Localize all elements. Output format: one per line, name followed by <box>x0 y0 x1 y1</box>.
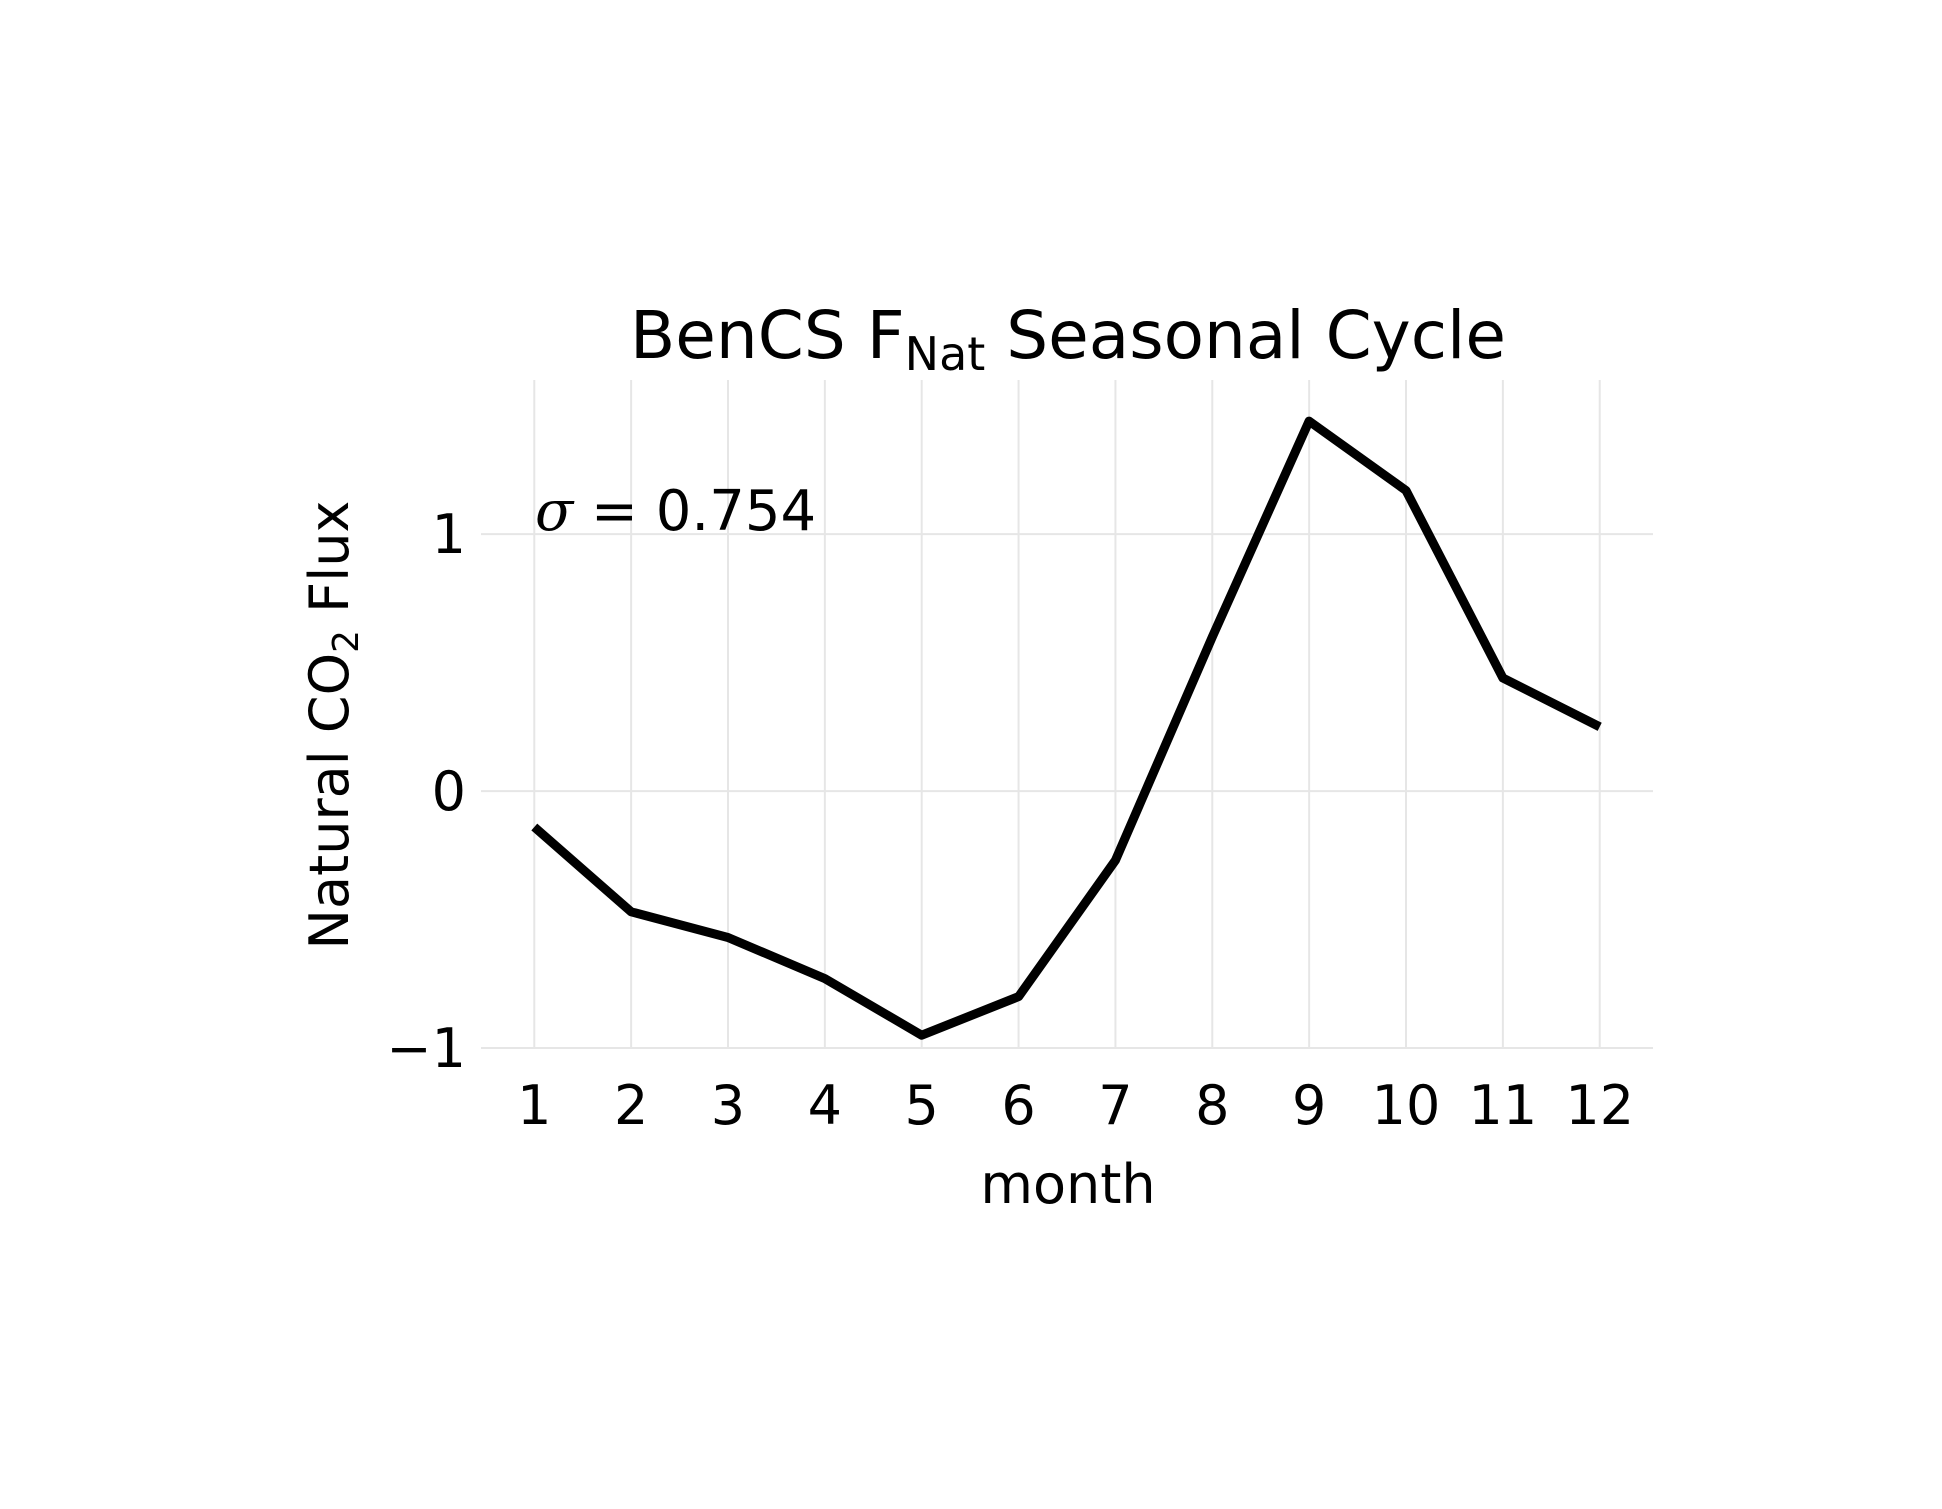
series-line-0 <box>531 416 1602 1040</box>
x-tick-labels: 1 2 3 4 5 6 7 8 9 10 11 12 <box>517 1074 1634 1137</box>
x-tick-label: 10 <box>1372 1074 1441 1137</box>
x-tick-label: 7 <box>1098 1074 1132 1137</box>
x-tick-label: 11 <box>1469 1074 1538 1137</box>
x-tick-label: 4 <box>808 1074 842 1137</box>
x-tick-label: 6 <box>1001 1074 1035 1137</box>
y-tick-label: 0 <box>432 760 466 823</box>
chart-title: BenCS FNat Seasonal Cycle <box>630 297 1506 381</box>
x-tick-label: 9 <box>1292 1074 1326 1137</box>
x-tick-label: 12 <box>1565 1074 1634 1137</box>
x-tick-label: 5 <box>905 1074 939 1137</box>
x-axis-label: month <box>980 1153 1155 1216</box>
x-tick-label: 8 <box>1195 1074 1229 1137</box>
y-tick-labels: −1 0 1 <box>386 503 466 1080</box>
x-tick-label: 1 <box>517 1074 551 1137</box>
x-tick-label: 2 <box>614 1074 648 1137</box>
sigma-annotation: σ = 0.754 <box>535 479 816 544</box>
x-tick-label: 3 <box>711 1074 745 1137</box>
y-tick-label: −1 <box>386 1017 466 1080</box>
grid <box>481 380 1653 1049</box>
y-axis-label: Natural CO2 Flux <box>298 501 367 950</box>
y-tick-label: 1 <box>432 503 466 566</box>
series <box>531 416 1602 1040</box>
